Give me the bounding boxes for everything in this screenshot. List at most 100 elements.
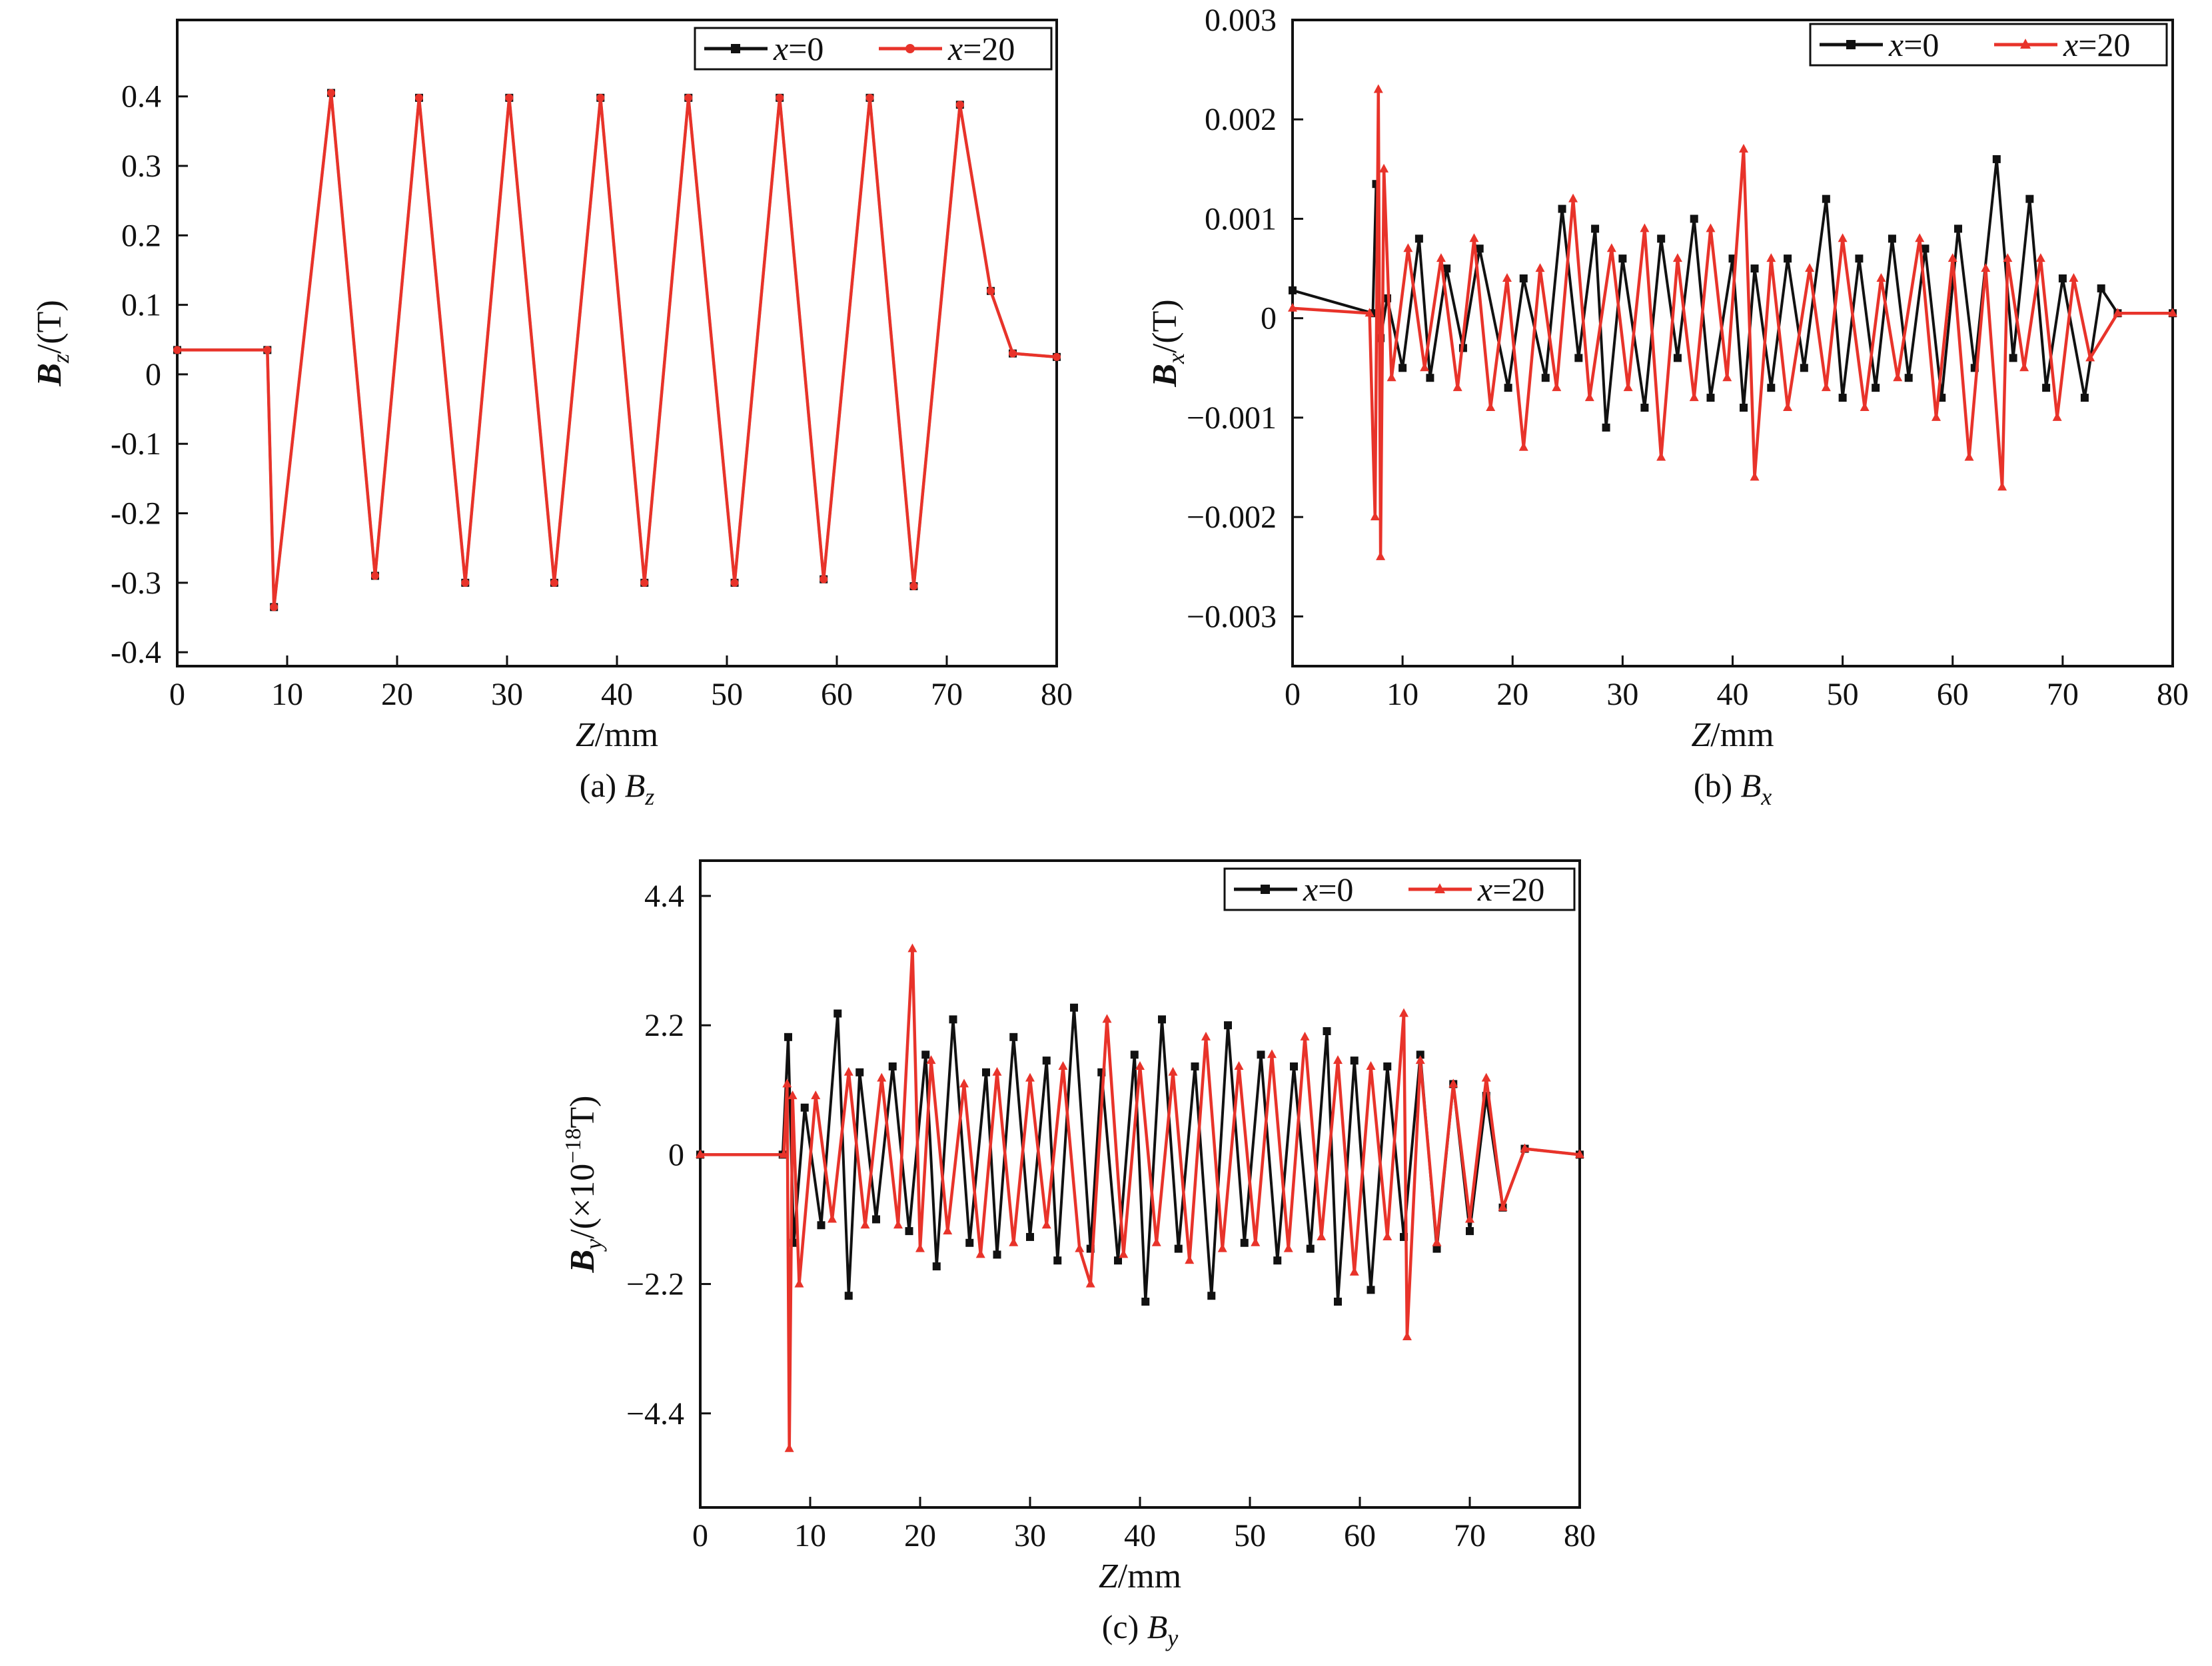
data-point <box>779 1149 789 1158</box>
data-point <box>877 1072 887 1082</box>
legend-marker <box>1434 883 1445 893</box>
data-point <box>1402 1332 1412 1341</box>
data-point <box>975 1249 985 1258</box>
data-point <box>1075 1243 1085 1252</box>
data-point <box>1502 273 1512 282</box>
data-point <box>1838 233 1848 242</box>
data-point <box>1722 372 1732 382</box>
data-point <box>1876 273 1886 282</box>
data-point <box>1349 1266 1359 1276</box>
legend-marker <box>1261 885 1270 894</box>
data-point <box>1475 244 1484 253</box>
data-point <box>327 89 335 97</box>
data-point <box>955 101 964 109</box>
data-point <box>2025 195 2034 203</box>
x-tick-label: 20 <box>1496 677 1528 712</box>
data-point <box>1102 1014 1112 1023</box>
data-point <box>1552 382 1562 392</box>
x-tick-label: 60 <box>821 677 853 712</box>
x-tick-label: 10 <box>794 1518 826 1553</box>
data-point <box>730 578 739 587</box>
data-point <box>1290 1062 1298 1070</box>
data-point <box>1334 1298 1342 1306</box>
data-point <box>1300 1031 1310 1041</box>
x-axis-label: Z/mm <box>1099 1557 1181 1595</box>
data-point <box>1541 374 1550 382</box>
data-point <box>1403 243 1413 252</box>
legend-label: x=20 <box>2063 26 2130 63</box>
data-point <box>1333 1055 1343 1064</box>
data-point <box>2080 394 2089 402</box>
data-point <box>1323 1027 1331 1035</box>
data-point <box>1481 1072 1491 1082</box>
y-tick-label: 0.1 <box>121 288 161 323</box>
y-tick-label: −0.002 <box>1187 500 1277 535</box>
data-point <box>2168 308 2177 317</box>
data-point <box>1370 512 1380 521</box>
data-point <box>1800 364 1808 372</box>
data-point <box>905 1227 913 1236</box>
data-point <box>820 575 828 584</box>
data-point <box>1558 205 1566 213</box>
legend-label: x=0 <box>773 30 824 67</box>
data-point <box>1415 1055 1425 1064</box>
y-axis-label: By/(×10−18T) <box>561 1095 607 1273</box>
panel-caption: (a) Bz <box>580 767 655 810</box>
data-point <box>1706 394 1715 402</box>
data-point <box>1518 442 1528 451</box>
data-point <box>1766 253 1776 262</box>
x-tick-label: 80 <box>1041 677 1073 712</box>
data-point <box>1009 349 1017 358</box>
data-point <box>1893 372 1903 382</box>
data-point <box>1257 1050 1265 1059</box>
data-point <box>959 1078 969 1088</box>
data-point <box>794 1278 804 1288</box>
data-point <box>1465 1214 1474 1223</box>
data-point <box>993 1250 1001 1259</box>
x-axis-label: Z/mm <box>1691 716 1774 754</box>
y-tick-label: 0.3 <box>121 149 161 184</box>
x-tick-label: 40 <box>601 677 633 712</box>
data-point <box>1058 1060 1068 1070</box>
y-tick-label: 0.002 <box>1205 102 1277 137</box>
y-tick-label: −2.2 <box>626 1267 684 1302</box>
data-point <box>1584 392 1594 402</box>
data-point <box>1452 382 1462 392</box>
data-point <box>1306 1244 1315 1253</box>
data-point <box>2052 412 2062 421</box>
data-point <box>949 1015 957 1024</box>
x-axis-label: Z/mm <box>576 716 658 754</box>
data-point <box>1273 1256 1282 1265</box>
y-tick-label: -0.4 <box>111 635 161 670</box>
data-point <box>932 1262 941 1271</box>
data-point <box>828 1214 837 1223</box>
data-point <box>1740 404 1748 412</box>
data-point <box>987 286 995 295</box>
x-tick-label: 30 <box>491 677 523 712</box>
data-point <box>1689 392 1699 402</box>
legend-marker <box>731 44 740 53</box>
data-point <box>2009 354 2017 362</box>
data-point <box>1767 384 1776 392</box>
data-point <box>1158 1015 1166 1024</box>
data-point <box>1606 243 1616 252</box>
data-point <box>817 1221 826 1230</box>
data-point <box>1574 354 1583 362</box>
data-point <box>811 1090 821 1100</box>
data-point <box>1838 394 1847 402</box>
data-point <box>1855 254 1864 263</box>
data-point <box>1251 1237 1261 1246</box>
chart-panel-bz: 0 10 20 30 40 50 60 70 80 0.4 0.3 0.2 0.1 0 -0.1 -0.2 -0… <box>31 19 1073 810</box>
data-point <box>1383 1062 1392 1070</box>
y-tick-label: -0.2 <box>111 496 161 532</box>
x-tick-label: 10 <box>271 677 303 712</box>
data-point <box>1591 224 1600 233</box>
data-point <box>1398 364 1407 372</box>
data-point <box>1119 1249 1129 1258</box>
data-point <box>788 1090 798 1100</box>
data-point <box>1289 286 1297 294</box>
data-point <box>1041 1220 1051 1229</box>
data-point <box>461 578 470 587</box>
data-point <box>1750 472 1760 481</box>
data-point <box>2113 308 2123 317</box>
